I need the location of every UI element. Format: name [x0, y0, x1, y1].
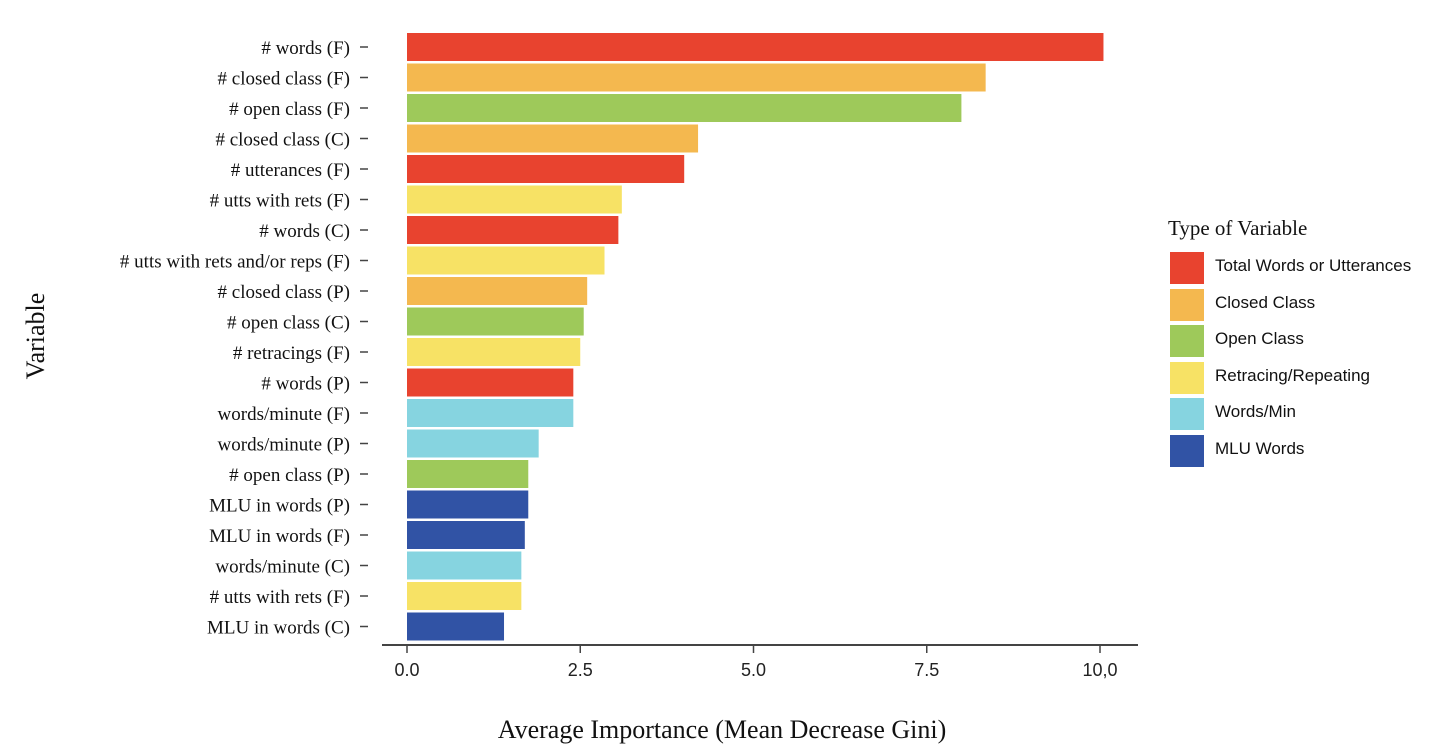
bar-7: [407, 246, 605, 275]
legend-label-0: Total Words or Utterances: [1215, 256, 1412, 275]
bar-12: [407, 399, 574, 427]
bars-layer: [407, 33, 1104, 641]
bar-14: [407, 460, 529, 488]
legend-swatch-4: [1170, 398, 1204, 431]
y-tick-label-8: # closed class (P): [218, 282, 350, 303]
y-tick-label-9: # open class (C): [227, 313, 350, 334]
y-tick-label-16: MLU in words (F): [209, 526, 350, 547]
x-axis-label: Average Importance (Mean Decrease Gini): [498, 715, 947, 744]
y-tick-labels: # words (F) # closed class (F) # open clas…: [120, 38, 368, 639]
bar-5: [407, 185, 622, 214]
y-tick-label-4: # utterances (F): [231, 160, 350, 181]
y-axis-label: Variable: [21, 293, 50, 380]
x-tick-label-1: 2.5: [568, 660, 593, 680]
bar-17: [407, 551, 522, 580]
legend-item-2: Open Class: [1168, 323, 1448, 359]
legend-swatch-0: [1170, 252, 1204, 284]
bar-3: [407, 124, 699, 153]
legend-label-4: Words/Min: [1215, 402, 1296, 422]
y-tick-label-3: # closed class (C): [215, 130, 350, 151]
y-tick-label-15: MLU in words (P): [209, 496, 350, 517]
y-tick-label-0: # words (F): [261, 38, 350, 59]
legend-item-4: Words/Min: [1168, 396, 1448, 432]
bar-11: [407, 368, 574, 397]
y-tick-label-12: words/minute (F): [218, 404, 350, 425]
legend-label-3: Retracing/Repeating: [1215, 365, 1370, 385]
y-tick-label-13: words/minute (P): [218, 435, 350, 456]
y-tick-label-5: # utts with rets (F): [210, 191, 350, 212]
bar-2: [407, 94, 962, 122]
legend-label-5: MLU Words: [1215, 439, 1305, 458]
bar-16: [407, 521, 525, 549]
x-tick-label-0: 0.0: [394, 660, 419, 680]
legend-swatch-2: [1170, 325, 1204, 358]
y-tick-label-7: # utts with rets and/or reps (F): [120, 252, 350, 273]
bar-18: [407, 582, 522, 610]
legend-item-5: MLU Words: [1168, 433, 1448, 469]
bar-1: [407, 63, 986, 92]
bar-13: [407, 429, 539, 458]
y-tick-label-19: MLU in words (C): [207, 618, 350, 639]
legend-item-3: Retracing/Repeating: [1168, 360, 1448, 396]
x-tick-label-4: 10,0: [1082, 660, 1117, 680]
bar-0: [407, 33, 1104, 61]
bar-9: [407, 307, 584, 336]
legend-swatch-3: [1170, 361, 1204, 394]
x-tick-label-2: 5.0: [741, 660, 766, 680]
bar-10: [407, 338, 581, 366]
bar-15: [407, 490, 529, 519]
bar-4: [407, 155, 685, 183]
bar-19: [407, 612, 505, 641]
y-tick-label-1: # closed class (F): [218, 69, 350, 90]
bar-6: [407, 216, 619, 244]
legend-item-1: Closed Class: [1168, 287, 1448, 323]
y-tick-label-18: # utts with rets (F): [210, 587, 350, 608]
legend-title: Type of Variable: [1168, 216, 1308, 240]
y-tick-label-2: # open class (F): [229, 99, 350, 120]
bar-8: [407, 277, 588, 305]
y-tick-label-10: # retracings (F): [233, 343, 350, 364]
x-tick-label-3: 7.5: [914, 660, 939, 680]
legend: Type of Variable Total Words or Utteranc…: [1168, 212, 1448, 467]
legend-label-2: Open Class: [1215, 329, 1304, 349]
y-tick-label-11: # words (P): [261, 374, 350, 395]
y-tick-label-14: # open class (P): [229, 465, 350, 486]
legend-label-1: Closed Class: [1215, 292, 1316, 312]
y-tick-label-17: words/minute (C): [215, 557, 350, 578]
x-ticks: 0.0 2.5 5.0 7.5 10,0: [394, 645, 1118, 680]
legend-swatch-5: [1170, 435, 1204, 467]
y-tick-label-6: # words (C): [259, 221, 350, 242]
legend-swatch-1: [1170, 288, 1204, 321]
legend-item-0: Total Words or Utterances: [1168, 250, 1448, 286]
